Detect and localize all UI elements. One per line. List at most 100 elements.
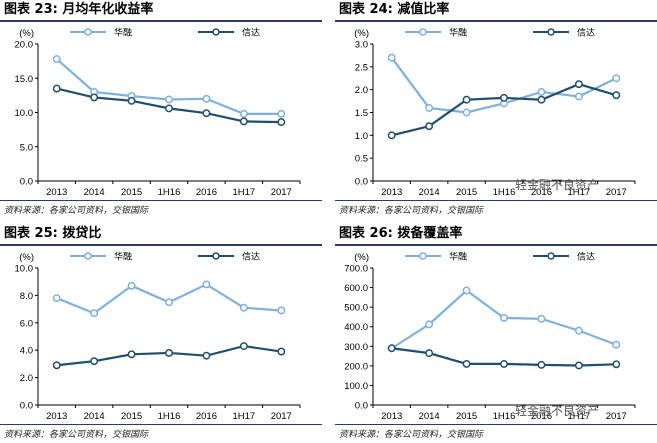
panel-impairment-ratio: 图表 24: 减值比率 (%) 0.0 0.5 1.0 1.5 2.0 2.5 3.0 2013… xyxy=(335,0,657,218)
y-tick-label: 600.0 xyxy=(344,283,368,294)
x-tick-label: 2017 xyxy=(606,411,627,422)
legend-marker xyxy=(212,28,220,36)
y-tick-label: 0.0 xyxy=(355,401,368,412)
legend-marker xyxy=(547,28,555,36)
data-point xyxy=(202,351,211,360)
x-tick-label: 2017 xyxy=(271,411,292,422)
y-tick-label: 15.0 xyxy=(15,74,34,85)
y-tick-label: 10.0 xyxy=(15,264,34,275)
panel-provision-loan-ratio: 图表 25: 拨贷比 (%) 0.0 2.0 4.0 6.0 8.0 10.0 2013 201… xyxy=(0,224,322,442)
y-tick-label: 10.0 xyxy=(15,108,34,119)
x-tick-label: 1H16 xyxy=(158,187,181,198)
legend-marker xyxy=(419,252,427,260)
legend-label: 信达 xyxy=(242,251,260,263)
data-point xyxy=(462,359,471,368)
y-tick-label: 1.0 xyxy=(355,131,368,142)
data-point xyxy=(239,303,248,312)
legend-label: 信达 xyxy=(577,27,595,39)
data-point xyxy=(425,320,434,329)
y-tick-label: 700.0 xyxy=(344,264,368,275)
data-point xyxy=(500,359,508,368)
y-tick-label: 400.0 xyxy=(344,322,368,333)
panel-title: 图表 23: 月均年化收益率 xyxy=(4,2,154,17)
y-tick-label: 100.0 xyxy=(344,381,368,392)
data-point xyxy=(277,347,286,356)
chart-provision-coverage: (%) 0.0 100.0 200.0 300.0 400.0 500.0 600.0 700.… xyxy=(344,251,636,422)
x-tick-label: 2015 xyxy=(121,411,142,422)
source-note: 资料来源：各家公司资料，交银国际 xyxy=(339,206,484,216)
x-tick-label: 2015 xyxy=(456,187,477,198)
data-point xyxy=(574,80,583,89)
source-divider xyxy=(335,200,657,201)
legend-marker xyxy=(84,28,92,36)
series-line xyxy=(391,83,617,137)
y-unit-label: (%) xyxy=(354,252,369,263)
title-divider xyxy=(335,244,657,246)
data-point xyxy=(52,55,61,64)
panel-provision-coverage: 图表 26: 拨备覆盖率 (%) 0.0 100.0 200.0 300.0 400.0 5… xyxy=(335,224,657,442)
x-tick-label: 1H17 xyxy=(567,411,590,422)
y-tick-label: 8.0 xyxy=(20,291,33,302)
data-point xyxy=(612,360,621,369)
chart-monthly-yield: (%) 0.0 5.0 10.0 15.0 20.0 2013 2014 2015 1H16 201… xyxy=(15,27,301,198)
x-tick-label: 2017 xyxy=(271,187,292,198)
data-point xyxy=(90,93,99,102)
y-unit-label: (%) xyxy=(19,252,34,263)
data-point xyxy=(574,361,583,370)
panel-title: 图表 26: 拨备覆盖率 xyxy=(339,226,463,241)
x-tick-label: 1H16 xyxy=(158,411,181,422)
title-divider xyxy=(0,244,322,246)
data-point xyxy=(127,96,136,105)
data-point xyxy=(387,53,396,62)
data-point xyxy=(277,306,286,315)
x-tick-label: 2014 xyxy=(84,411,105,422)
data-point xyxy=(277,118,286,127)
title-divider xyxy=(0,20,322,22)
panel-monthly-yield: 图表 23: 月均年化收益率 (%) 0.0 5.0 10.0 15.0 20.0 2013… xyxy=(0,0,322,218)
y-tick-label: 500.0 xyxy=(344,303,368,314)
watermark: 轻金融不良资产 xyxy=(515,178,600,192)
data-point xyxy=(387,344,396,353)
x-tick-label: 2013 xyxy=(381,187,402,198)
source-divider xyxy=(0,200,322,201)
data-point xyxy=(90,357,99,366)
data-point xyxy=(462,95,471,104)
data-point xyxy=(277,109,286,118)
legend-marker xyxy=(212,252,220,260)
x-tick-label: 2016 xyxy=(196,411,217,422)
data-point xyxy=(500,93,508,102)
data-point xyxy=(537,88,546,96)
legend-label: 华融 xyxy=(449,251,467,263)
x-tick-label: 1H17 xyxy=(232,411,255,422)
x-tick-label: 2013 xyxy=(46,187,67,198)
source-divider xyxy=(0,424,322,425)
data-point xyxy=(537,360,546,369)
y-unit-label: (%) xyxy=(19,28,34,39)
x-tick-label: 1H17 xyxy=(232,187,255,198)
data-point xyxy=(500,313,508,322)
chart-provision-loan-ratio: (%) 0.0 2.0 4.0 6.0 8.0 10.0 2013 2014 2015 1H16 20… xyxy=(15,251,301,422)
data-point xyxy=(425,103,434,112)
chart-impairment-ratio: (%) 0.0 0.5 1.0 1.5 2.0 2.5 3.0 2013 2014 2015 1H16… xyxy=(354,27,636,198)
y-tick-label: 0.5 xyxy=(355,154,368,165)
source-note: 资料来源：各家公司资料，交银国际 xyxy=(4,430,149,440)
data-point xyxy=(239,117,248,126)
data-point xyxy=(612,74,621,83)
data-point xyxy=(127,350,136,359)
data-point xyxy=(612,340,621,349)
legend-marker xyxy=(547,252,555,260)
x-tick-label: 2015 xyxy=(121,187,142,198)
x-tick-label: 1H17 xyxy=(567,187,590,198)
data-point xyxy=(387,131,396,140)
y-tick-label: 3.0 xyxy=(355,40,368,51)
y-unit-label: (%) xyxy=(354,28,369,39)
data-point xyxy=(574,92,583,101)
data-point xyxy=(165,95,173,104)
data-point xyxy=(537,95,546,104)
data-point xyxy=(52,361,61,370)
y-tick-label: 20.0 xyxy=(15,40,34,51)
x-tick-label: 2017 xyxy=(606,187,627,198)
data-point xyxy=(239,109,248,118)
data-point xyxy=(165,298,173,307)
data-point xyxy=(462,286,471,295)
